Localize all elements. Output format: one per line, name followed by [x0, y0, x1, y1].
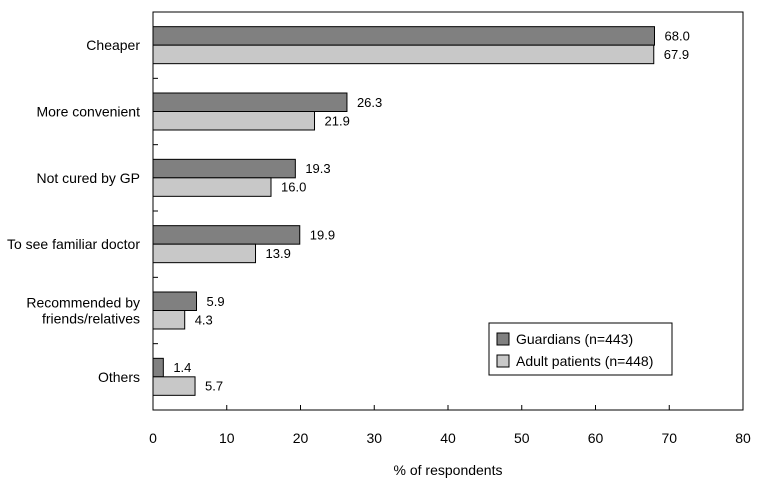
data-label: 19.3 [305, 161, 330, 176]
bar-guardians-3 [152, 225, 301, 245]
data-label: 1.4 [173, 360, 191, 375]
legend-box [488, 322, 673, 376]
x-tick-label: 80 [735, 430, 751, 446]
data-label: 19.9 [310, 227, 335, 242]
category-label: Not cured by GP [37, 170, 141, 186]
legend-label-guardians: Guardians (n=443) [516, 331, 633, 347]
data-label: 26.3 [357, 95, 382, 110]
category-label: Cheaper [86, 37, 140, 53]
x-tick-label: 10 [219, 430, 235, 446]
data-label: 13.9 [266, 246, 291, 261]
data-label: 4.3 [195, 312, 213, 327]
data-label: 5.7 [205, 379, 223, 394]
y-axis-ticks [153, 77, 158, 345]
x-tick-label: 0 [149, 430, 157, 446]
x-tick-label: 70 [661, 430, 677, 446]
data-labels: 68.0 67.9 26.3 21.9 19.3 16.0 19.9 13.9 5.9 4.3 1.… [173, 28, 689, 393]
x-axis-ticks: 0 10 20 30 40 50 60 70 80 [149, 405, 751, 446]
bars [152, 26, 655, 396]
x-tick-label: 60 [588, 430, 604, 446]
bar-adult-patients-0 [152, 44, 655, 65]
bar-adult-patients-4 [152, 310, 186, 330]
category-labels: Cheaper More convenient Not cured by GP To … [7, 37, 140, 385]
legend-swatch-adult-patients [496, 354, 510, 368]
bar-guardians-4 [152, 291, 198, 311]
bar-guardians-0 [152, 26, 655, 46]
bar-guardians-5 [152, 357, 164, 378]
x-axis-label: % of respondents [394, 462, 503, 478]
bar-guardians-1 [152, 92, 348, 112]
x-tick-label: 20 [293, 430, 309, 446]
legend-label-adult-patients: Adult patients (n=448) [516, 353, 653, 369]
category-label: To see familiar doctor [7, 236, 140, 252]
bar-adult-patients-2 [152, 177, 272, 197]
data-label: 21.9 [325, 113, 350, 128]
legend: Guardians (n=443) Adult patients (n=448) [488, 322, 673, 376]
data-label: 68.0 [665, 28, 690, 43]
bar-adult-patients-3 [152, 243, 257, 264]
bar-guardians-2 [152, 158, 296, 179]
data-label: 67.9 [664, 47, 689, 62]
category-label: More convenient [36, 104, 140, 120]
x-tick-label: 50 [514, 430, 530, 446]
category-label: Others [98, 369, 140, 385]
bar-adult-patients-1 [152, 111, 316, 131]
legend-swatch-guardians [496, 332, 510, 346]
bar-adult-patients-5 [152, 376, 196, 396]
x-tick-label: 40 [440, 430, 456, 446]
category-label: Recommended by friends/relatives [26, 295, 140, 327]
data-label: 5.9 [207, 294, 225, 309]
data-label: 16.0 [281, 180, 306, 195]
x-tick-label: 30 [366, 430, 382, 446]
